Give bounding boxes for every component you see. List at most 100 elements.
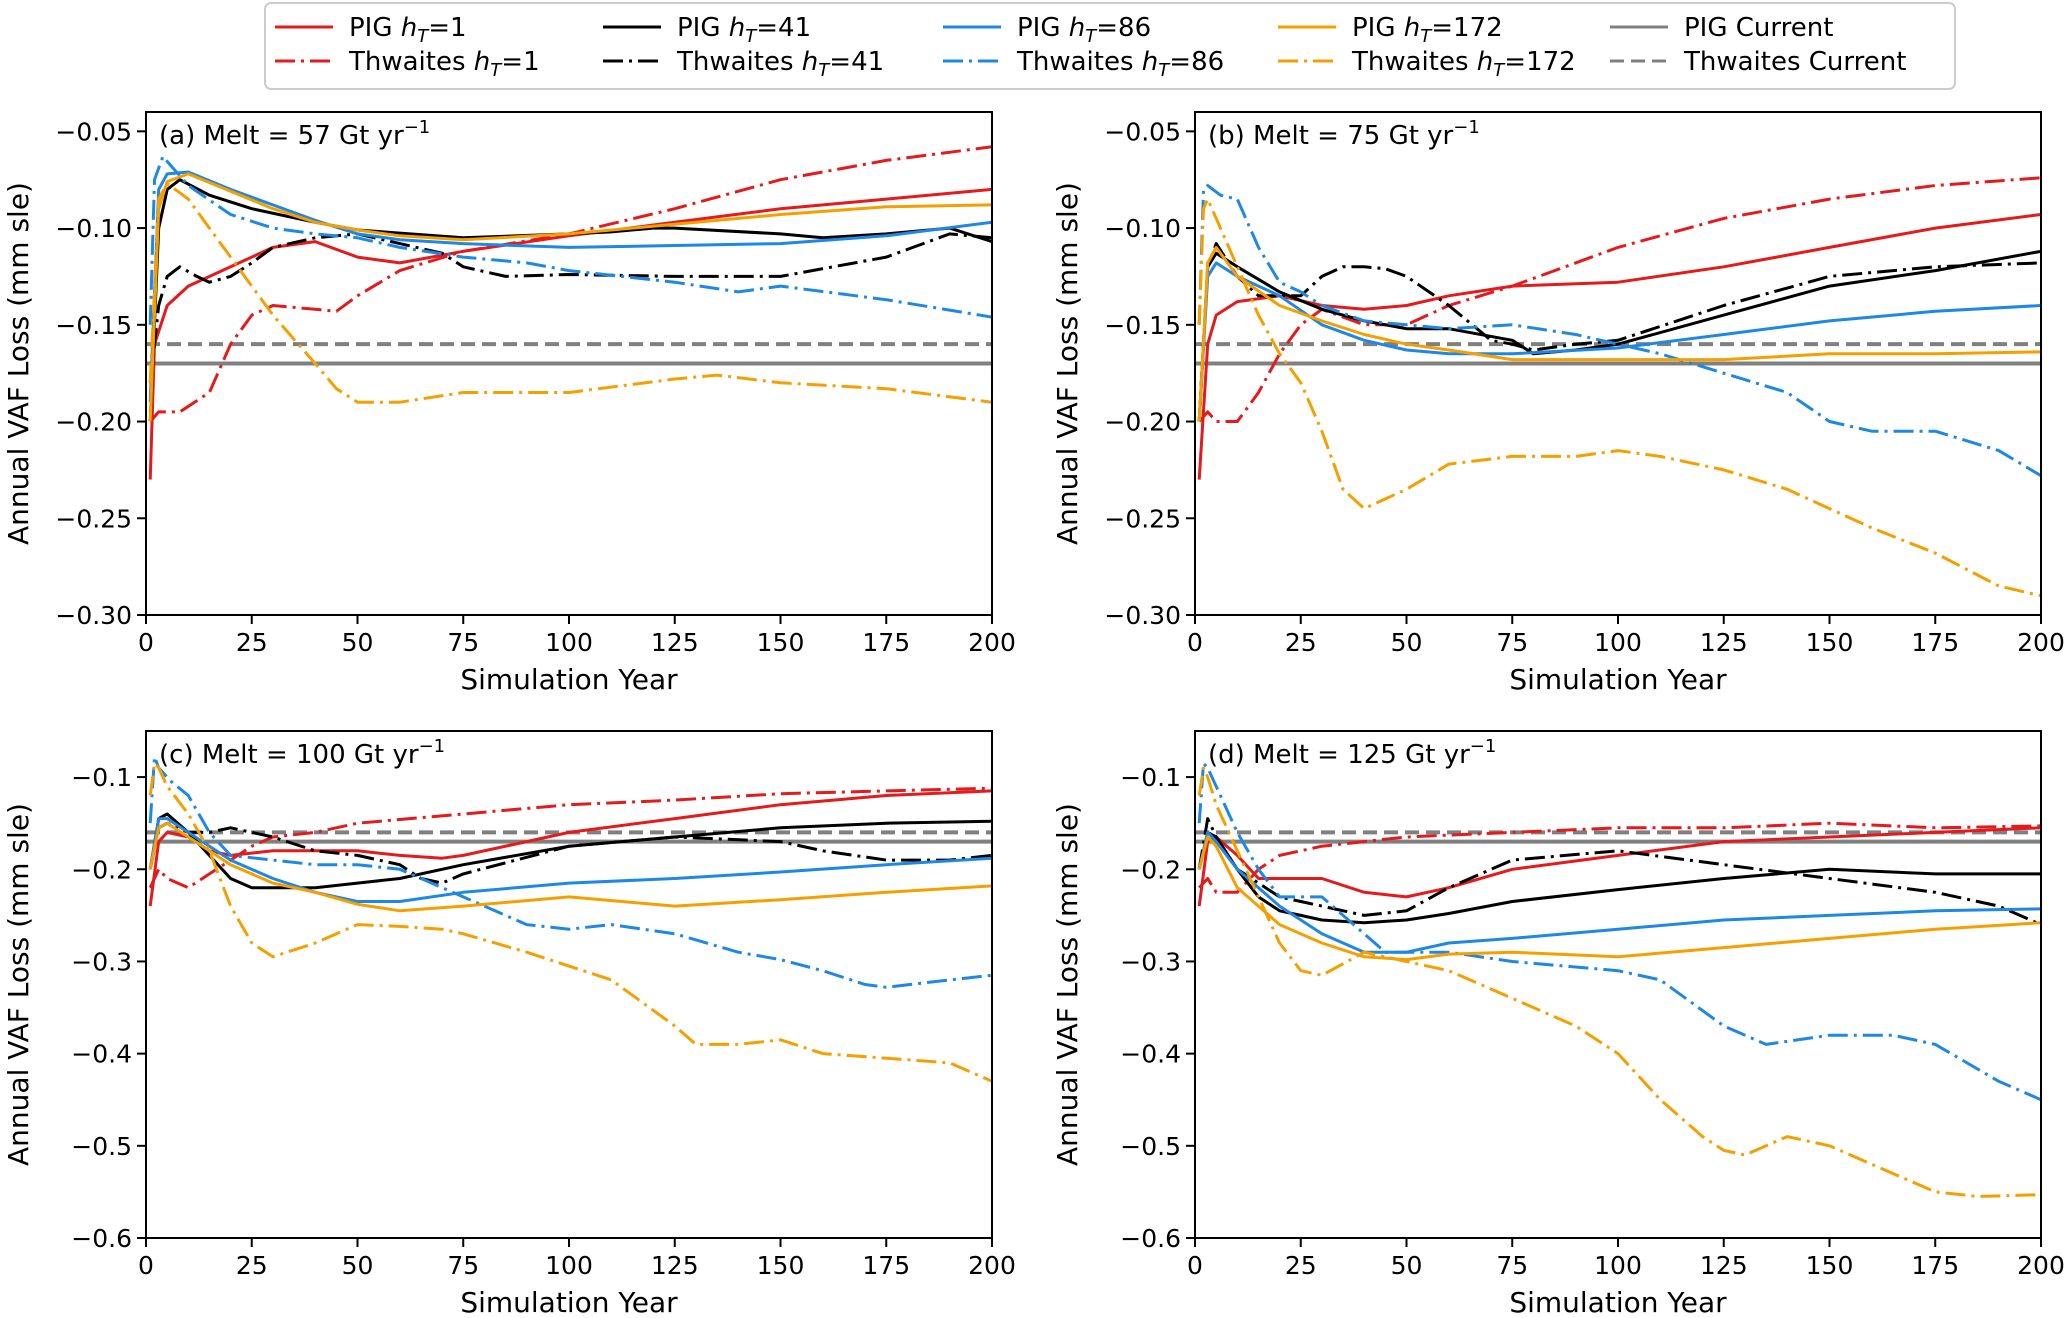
- panel-c: 0 25 50 75 100 125 150 175 200 −0.1 −0.2 −0.3 −0.4 −0…: [2, 730, 1016, 1318]
- series-pig-ht-1: [148, 187, 992, 480]
- y-tick-label: −0.20: [55, 408, 132, 437]
- y-axis-label: Annual VAF Loss (mm sle): [2, 803, 35, 1166]
- series-thwaites-ht-172: [1197, 197, 2041, 598]
- y-axis-label: Annual VAF Loss (mm sle): [2, 182, 35, 545]
- x-tick-label: 175: [1911, 1251, 1959, 1280]
- legend-item-thwaites-current: Thwaites Current: [1610, 47, 1906, 77]
- series-thwaites-ht-1: [1198, 176, 2041, 423]
- series-thwaites-ht-86: [148, 155, 992, 325]
- series-pig-ht-172: [1197, 835, 2041, 962]
- y-tick-label: −0.30: [1104, 601, 1181, 630]
- x-tick-label: 175: [862, 628, 910, 657]
- series-thwaites-ht-1: [149, 145, 992, 423]
- series-pig-ht-1: [148, 789, 992, 907]
- x-tick-label: 125: [1700, 1251, 1748, 1280]
- panel-title: (b) Melt = 75 Gt yr−1: [1208, 117, 1480, 151]
- legend-item-thwaites-ht-41: Thwaites hT=41: [603, 47, 884, 81]
- y-tick-label: −0.20: [1104, 408, 1181, 437]
- x-tick-label: 100: [545, 628, 593, 657]
- axes-frame: [1194, 730, 2042, 1239]
- y-tick-label: −0.4: [71, 1040, 132, 1069]
- series-pig-ht-86: [1197, 830, 2041, 954]
- x-tick-label: 175: [1911, 628, 1959, 657]
- legend-label: PIG Current: [1684, 13, 1833, 43]
- series-thwaites-ht-41: [1197, 817, 2041, 926]
- x-tick-label: 25: [236, 1251, 268, 1280]
- y-tick-label: −0.5: [1120, 1132, 1181, 1161]
- x-tick-label: 100: [545, 1251, 593, 1280]
- x-tick-label: 125: [1700, 628, 1748, 657]
- panel-title: (d) Melt = 125 Gt yr−1: [1208, 736, 1496, 770]
- x-tick-label: 0: [1187, 628, 1203, 657]
- series-thwaites-ht-1: [148, 786, 992, 890]
- panel-b: 0 25 50 75 100 125 150 175 200 −0.05 −0.10 −0.15 −0.…: [1051, 111, 2065, 696]
- legend-label: Thwaites hT=41: [676, 47, 884, 81]
- x-tick-label: 200: [2017, 1251, 2065, 1280]
- y-tick-label: −0.6: [71, 1224, 132, 1253]
- x-tick-label: 25: [1285, 628, 1317, 657]
- series-thwaites-ht-41: [148, 821, 992, 885]
- legend-item-pig-ht-41: PIG hT=41: [603, 13, 811, 47]
- x-tick-label: 0: [1187, 1251, 1203, 1280]
- y-tick-label: −0.25: [1104, 504, 1181, 533]
- legend-label: PIG hT=172: [1352, 13, 1503, 47]
- legend-item-pig-ht-1: PIG hT=1: [275, 13, 467, 47]
- x-tick-label: 75: [447, 628, 479, 657]
- series-thwaites-ht-41: [148, 232, 992, 383]
- series-pig-ht-172: [148, 172, 992, 422]
- legend-item-pig-current: PIG Current: [1610, 13, 1833, 43]
- y-tick-label: −0.3: [71, 947, 132, 976]
- legend-label: Thwaites hT=1: [348, 47, 540, 81]
- y-tick-label: −0.15: [55, 311, 132, 340]
- legend-item-pig-ht-172: PIG hT=172: [1278, 13, 1503, 47]
- series-pig-ht-1: [1197, 826, 2041, 907]
- y-tick-label: −0.2: [1120, 855, 1181, 884]
- x-tick-label: 200: [968, 628, 1016, 657]
- x-tick-label: 0: [138, 1251, 154, 1280]
- legend-label: PIG hT=86: [1017, 13, 1151, 47]
- x-tick-label: 100: [1594, 628, 1642, 657]
- series-thwaites-ht-172: [1197, 766, 2041, 1198]
- series-pig-ht-41: [1197, 249, 2041, 422]
- legend-label: PIG hT=41: [677, 13, 811, 47]
- series-pig-ht-1: [1197, 213, 2041, 480]
- series-thwaites-ht-172: [148, 761, 992, 1083]
- series-pig-ht-86: [1197, 261, 2041, 422]
- y-tick-label: −0.3: [1120, 947, 1181, 976]
- legend-label: Thwaites hT=172: [1351, 47, 1576, 81]
- y-tick-label: −0.05: [1104, 117, 1181, 146]
- plot-area: [1195, 176, 2041, 598]
- x-tick-label: 100: [1594, 1251, 1642, 1280]
- x-tick-label: 0: [138, 628, 154, 657]
- x-tick-label: 50: [342, 1251, 374, 1280]
- y-tick-label: −0.30: [55, 601, 132, 630]
- x-tick-label: 175: [862, 1251, 910, 1280]
- legend-item-thwaites-ht-86: Thwaites hT=86: [943, 47, 1224, 81]
- plot-area: [146, 145, 992, 480]
- y-tick-label: −0.15: [1104, 311, 1181, 340]
- y-axis-label: Annual VAF Loss (mm sle): [1051, 182, 1084, 545]
- x-tick-label: 150: [757, 628, 805, 657]
- plot-area: [146, 755, 992, 1083]
- series-pig-ht-172: [1197, 245, 2041, 422]
- y-tick-label: −0.25: [55, 504, 132, 533]
- series-thwaites-ht-86: [148, 755, 992, 989]
- panel-a: 0 25 50 75 100 125 150 175 200 −0.05 −0.10 −0.15 −0.…: [2, 111, 1016, 696]
- x-axis-label: Simulation Year: [460, 1286, 678, 1318]
- series-pig-ht-41: [148, 178, 992, 422]
- y-tick-label: −0.1: [71, 763, 132, 792]
- legend-label: Thwaites Current: [1683, 47, 1906, 77]
- y-tick-label: −0.2: [71, 855, 132, 884]
- x-tick-label: 50: [1391, 1251, 1423, 1280]
- y-tick-label: −0.5: [71, 1132, 132, 1161]
- x-tick-label: 125: [651, 628, 699, 657]
- y-tick-label: −0.6: [1120, 1224, 1181, 1253]
- legend-label: Thwaites hT=86: [1016, 47, 1224, 81]
- x-tick-label: 25: [1285, 1251, 1317, 1280]
- series-thwaites-ht-41: [1197, 242, 2041, 422]
- x-axis-label: Simulation Year: [1509, 1286, 1727, 1318]
- legend-item-thwaites-ht-172: Thwaites hT=172: [1278, 47, 1576, 81]
- x-axis-label: Simulation Year: [460, 663, 678, 696]
- x-tick-label: 50: [1391, 628, 1423, 657]
